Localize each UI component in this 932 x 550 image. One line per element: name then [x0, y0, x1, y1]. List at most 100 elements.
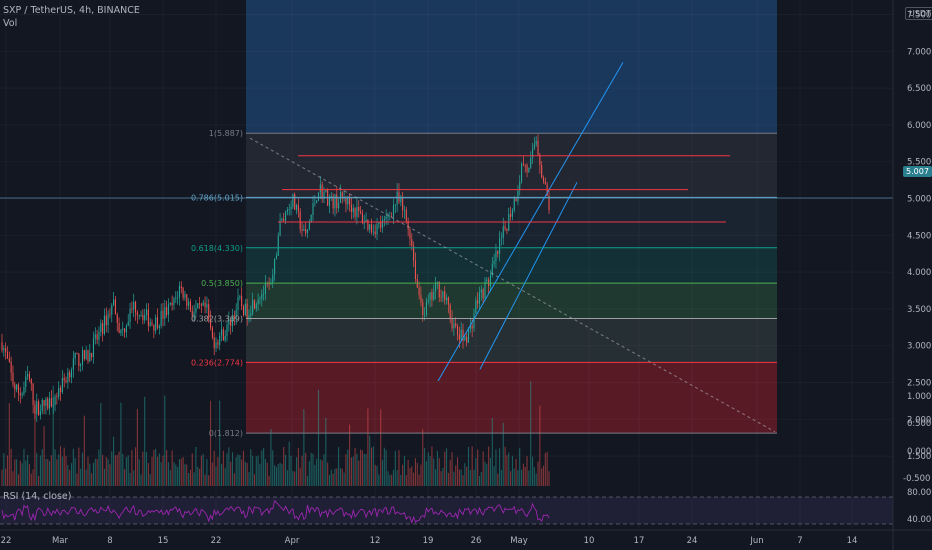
volume-bar [41, 449, 43, 486]
volume-bar [5, 468, 7, 486]
candle-body [290, 206, 292, 210]
rsi-legend[interactable]: RSI (14, close) [3, 491, 72, 502]
time-tick: 14 [847, 536, 858, 546]
volume-bar [266, 462, 268, 486]
volume-bar [131, 450, 133, 486]
candle-body [350, 204, 352, 212]
candle-body [442, 291, 444, 298]
candle-body [27, 374, 29, 377]
candle-body [250, 313, 252, 316]
candle-body [49, 398, 51, 409]
fib-zone-0.236 [246, 362, 777, 434]
volume-bar [264, 458, 266, 486]
candle-body [144, 315, 146, 321]
volume-bar [327, 462, 329, 486]
volume-bar [215, 466, 217, 486]
volume-bar [411, 466, 413, 486]
volume-bar [392, 469, 395, 486]
volume-bar [197, 466, 199, 486]
volume-bar [125, 457, 127, 486]
candle-body [510, 213, 512, 217]
candle-body [72, 358, 74, 370]
candle-body [522, 163, 524, 165]
candle-body [542, 177, 545, 182]
candle-body [134, 301, 137, 313]
volume-bar [16, 459, 18, 486]
fib-label-0.618: 0.618(4.330) [191, 244, 243, 253]
candle-body [54, 396, 56, 405]
candle-body [389, 216, 391, 218]
volume-bar [72, 448, 74, 486]
volume-bar [129, 472, 131, 486]
fib-label-0.382: 0.382(3.369) [191, 315, 243, 324]
volume-bar [277, 464, 279, 486]
volume-bar [83, 415, 85, 486]
volume-bar [171, 450, 173, 486]
candle-body [241, 296, 243, 307]
volume-bar [49, 461, 51, 486]
volume-bar [38, 475, 40, 486]
volume-bar [92, 462, 95, 486]
candle-body [446, 297, 448, 301]
price-tick: 2.000 [907, 415, 931, 425]
volume-bar [288, 441, 290, 486]
volume-bar [530, 381, 532, 486]
candle-body [528, 167, 530, 172]
volume-bar [230, 461, 232, 486]
candle-body [478, 292, 481, 304]
volume-bar [466, 466, 468, 486]
volume-bar [184, 464, 186, 486]
candle-body [466, 336, 468, 343]
volume-bar [349, 424, 351, 486]
volume-bar [407, 459, 409, 486]
candle-body [102, 323, 104, 334]
candle-body [45, 398, 47, 406]
candle-body [228, 319, 230, 325]
volume-bar [478, 475, 481, 486]
volume-bar [297, 447, 299, 486]
volume-bar [413, 472, 415, 486]
volume-bar [533, 467, 535, 486]
candle-body [220, 329, 223, 336]
candle-body [264, 283, 266, 294]
candle-body [283, 218, 285, 221]
candle-body [69, 372, 71, 378]
symbol-legend[interactable]: SXP / TetherUS, 4h, BINANCE [3, 5, 140, 16]
candle-body [204, 302, 206, 308]
volume-legend[interactable]: Vol [3, 18, 18, 29]
volume-bar [429, 456, 431, 486]
volume-bar [193, 472, 195, 486]
candle-body [321, 184, 323, 199]
volume-bar [210, 400, 212, 486]
candle-body [420, 295, 422, 303]
candle-body [259, 298, 261, 300]
candle-body [475, 300, 477, 314]
volume-bar [301, 455, 303, 486]
candle-body [36, 401, 38, 414]
candle-body [297, 204, 299, 212]
volume-bar [354, 447, 356, 486]
candle-body [111, 305, 113, 315]
volume-bar [81, 452, 84, 486]
volume-bar [308, 461, 310, 486]
volume-bar [78, 447, 80, 486]
candle-body [16, 384, 18, 390]
volume-bar [217, 456, 219, 486]
volume-bar [402, 464, 404, 486]
volume-bar [28, 464, 30, 486]
candle-body [306, 229, 309, 234]
currency-badge[interactable]: USDT [905, 7, 932, 20]
volume-bar [438, 458, 440, 486]
time-tick: 22 [211, 536, 222, 546]
candle-body [28, 374, 30, 380]
volume-bar [303, 409, 305, 486]
candle-body [332, 195, 334, 209]
volume-bar [76, 473, 78, 486]
volume-bar [167, 461, 170, 486]
time-tick: 19 [423, 536, 434, 546]
volume-bar [389, 474, 391, 486]
volume-bar [456, 457, 459, 486]
candle-body [233, 316, 235, 319]
candle-body [76, 352, 78, 354]
